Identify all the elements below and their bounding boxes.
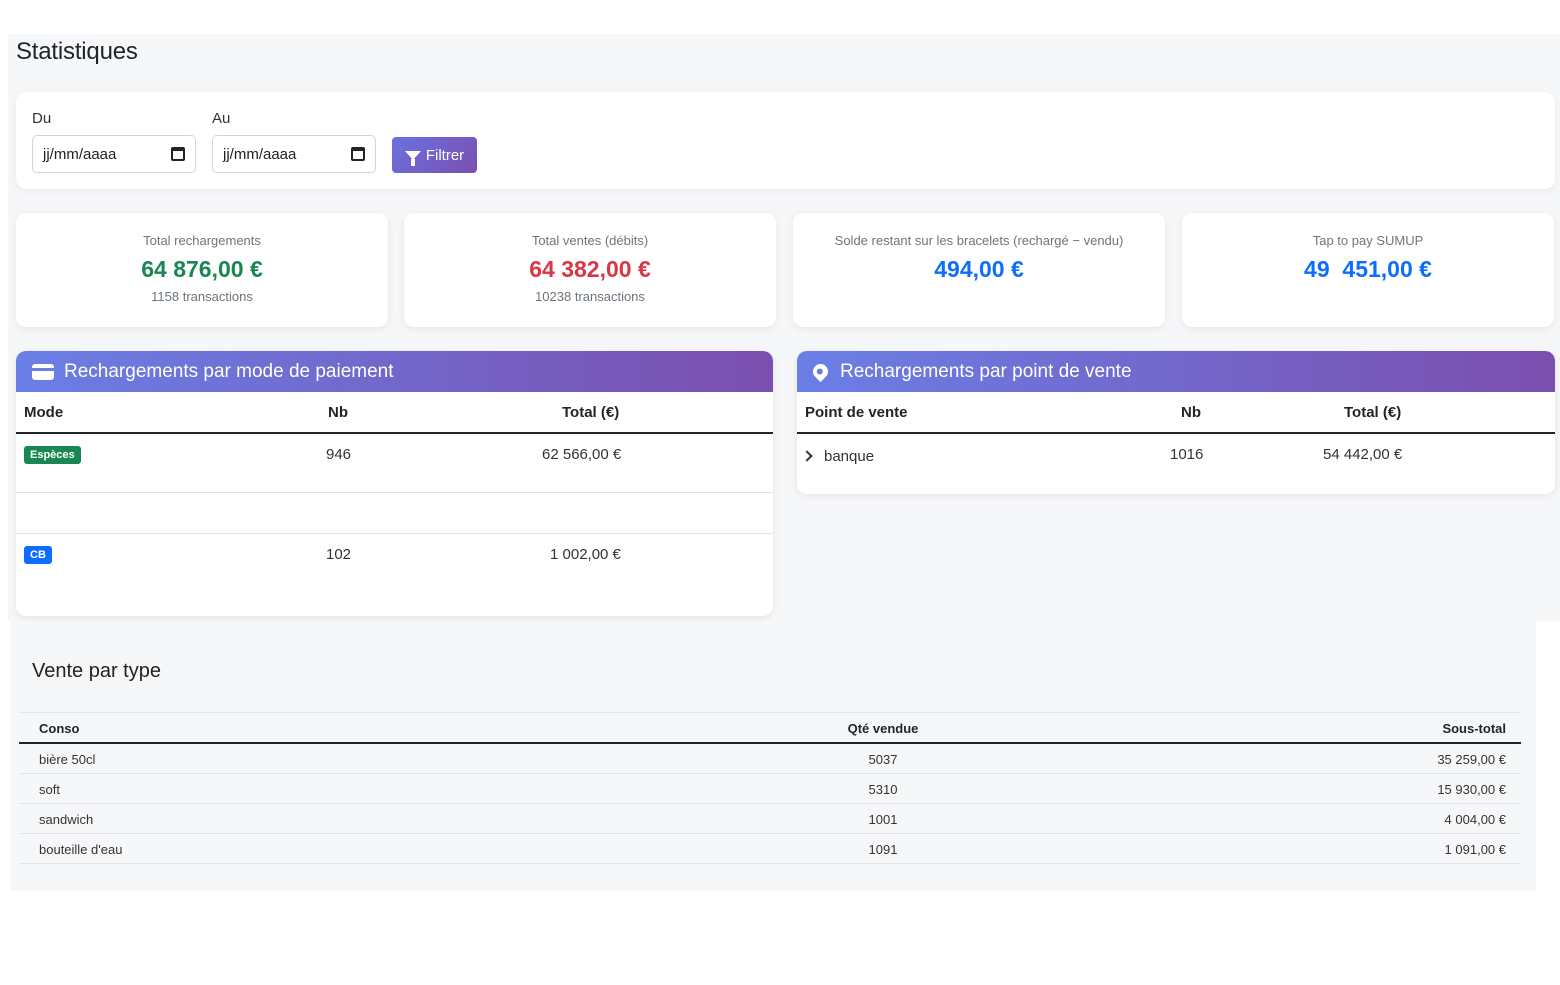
pos-table-header: Point de vente Nb Total (€) bbox=[797, 392, 1555, 434]
row-divider bbox=[16, 533, 773, 534]
qty-cell: 5310 bbox=[868, 782, 898, 797]
header-blank bbox=[633, 401, 693, 425]
conso-cell: bouteille d'eau bbox=[39, 842, 123, 857]
stat-value: 64 382,00 € bbox=[529, 256, 651, 282]
payment-mode-panel: Rechargements par mode de paiement Mode … bbox=[16, 351, 773, 616]
stat-card-sumup: Tap to pay SUMUP 49 451,00 € bbox=[1182, 213, 1554, 327]
from-date-group: Du jj/mm/aaaa bbox=[32, 110, 196, 173]
stat-value: 64 876,00 € bbox=[141, 256, 263, 282]
table-row: soft 5310 15 930,00 € bbox=[19, 774, 1521, 804]
row-divider bbox=[16, 492, 773, 493]
funnel-icon bbox=[404, 150, 421, 166]
payment-table-header: Mode Nb Total (€) bbox=[16, 392, 773, 434]
stat-label: Total ventes (débits) bbox=[531, 233, 649, 248]
header-blank bbox=[1417, 401, 1477, 425]
map-pin-icon bbox=[809, 360, 832, 383]
payment-mode-badge: Espèces bbox=[24, 446, 81, 464]
subtotal-cell: 35 259,00 € bbox=[1437, 752, 1506, 767]
from-date-value: jj/mm/aaaa bbox=[43, 145, 117, 163]
filter-button-label: Filtrer bbox=[425, 146, 465, 164]
to-date-label: Au bbox=[212, 110, 231, 127]
subtotal-cell: 15 930,00 € bbox=[1437, 782, 1506, 797]
qty-cell: 1001 bbox=[868, 812, 898, 827]
pos-name-cell: banque bbox=[824, 448, 875, 465]
to-date-value: jj/mm/aaaa bbox=[223, 145, 297, 163]
bottom-area bbox=[6, 891, 1536, 985]
stat-card-balance: Solde restant sur les bracelets (recharg… bbox=[793, 213, 1165, 327]
conso-cell: soft bbox=[39, 782, 60, 797]
column-header-total[interactable]: Total (€) bbox=[562, 404, 620, 421]
from-date-label: Du bbox=[32, 110, 52, 127]
qty-cell: 5037 bbox=[868, 752, 898, 767]
credit-card-icon bbox=[32, 363, 54, 380]
sales-title: Vente par type bbox=[32, 660, 161, 682]
point-of-sale-panel: Rechargements par point de vente Point d… bbox=[797, 351, 1555, 494]
stat-label: Total rechargements bbox=[143, 233, 261, 248]
pos-total-cell: 54 442,00 € bbox=[1323, 446, 1403, 463]
stat-subtext: 10238 transactions bbox=[535, 289, 645, 304]
calendar-icon[interactable] bbox=[351, 147, 365, 161]
column-header-nb[interactable]: Nb bbox=[1181, 404, 1201, 421]
calendar-icon[interactable] bbox=[171, 147, 185, 161]
point-of-sale-panel-title: Rechargements par point de vente bbox=[840, 360, 1132, 382]
filter-card: Du jj/mm/aaaa Au jj/mm/aaaa Filtrer bbox=[16, 92, 1555, 189]
qty-cell: 1091 bbox=[868, 842, 898, 857]
stat-value: 49 451,00 € bbox=[1304, 256, 1432, 282]
column-header-point-de-vente[interactable]: Point de vente bbox=[805, 404, 908, 421]
payment-nb-cell: 946 bbox=[326, 446, 352, 463]
pos-nb-cell: 1016 bbox=[1170, 446, 1204, 463]
page-title: Statistiques bbox=[16, 38, 138, 65]
table-row: bouteille d'eau 1091 1 091,00 € bbox=[19, 834, 1521, 864]
subtotal-cell: 1 091,00 € bbox=[1444, 842, 1506, 857]
stat-card-sales: Total ventes (débits) 64 382,00 € 10238 … bbox=[404, 213, 776, 327]
table-row: sandwich 1001 4 004,00 € bbox=[19, 804, 1521, 834]
stat-value: 494,00 € bbox=[934, 256, 1024, 282]
conso-cell: sandwich bbox=[39, 812, 94, 827]
payment-total-cell: 62 566,00 € bbox=[542, 446, 622, 463]
payment-total-cell: 1 002,00 € bbox=[550, 546, 621, 563]
subtotal-cell: 4 004,00 € bbox=[1444, 812, 1506, 827]
column-header-nb[interactable]: Nb bbox=[328, 404, 348, 421]
column-header-qty[interactable]: Qté vendue bbox=[847, 721, 919, 736]
to-date-group: Au jj/mm/aaaa bbox=[212, 110, 376, 173]
column-header-total[interactable]: Total (€) bbox=[1344, 404, 1402, 421]
conso-cell: bière 50cl bbox=[39, 752, 96, 767]
payment-mode-panel-title: Rechargements par mode de paiement bbox=[64, 360, 394, 382]
column-header-mode[interactable]: Mode bbox=[24, 404, 64, 421]
column-header-subtotal[interactable]: Sous-total bbox=[1442, 721, 1506, 736]
sales-table-header: Conso Qté vendue Sous-total bbox=[19, 712, 1521, 744]
payment-mode-badge: CB bbox=[24, 546, 52, 564]
stat-subtext: 1158 transactions bbox=[151, 289, 253, 304]
payment-nb-cell: 102 bbox=[326, 546, 352, 563]
from-date-input[interactable]: jj/mm/aaaa bbox=[32, 135, 196, 173]
sales-table: Conso Qté vendue Sous-total bière 50cl 5… bbox=[19, 712, 1521, 864]
stat-label: Tap to pay SUMUP bbox=[1312, 233, 1424, 248]
to-date-input[interactable]: jj/mm/aaaa bbox=[212, 135, 376, 173]
stat-label: Solde restant sur les bracelets (recharg… bbox=[834, 233, 1124, 248]
stat-card-recharges: Total rechargements 64 876,00 € 1158 tra… bbox=[16, 213, 388, 327]
table-row: bière 50cl 5037 35 259,00 € bbox=[19, 744, 1521, 774]
sales-section bbox=[10, 621, 1536, 891]
payment-mode-panel-header: Rechargements par mode de paiement bbox=[16, 351, 773, 392]
filter-button[interactable]: Filtrer bbox=[392, 137, 477, 173]
point-of-sale-panel-header: Rechargements par point de vente bbox=[797, 351, 1555, 392]
column-header-conso[interactable]: Conso bbox=[39, 721, 80, 736]
chevron-right-icon[interactable] bbox=[801, 450, 813, 462]
